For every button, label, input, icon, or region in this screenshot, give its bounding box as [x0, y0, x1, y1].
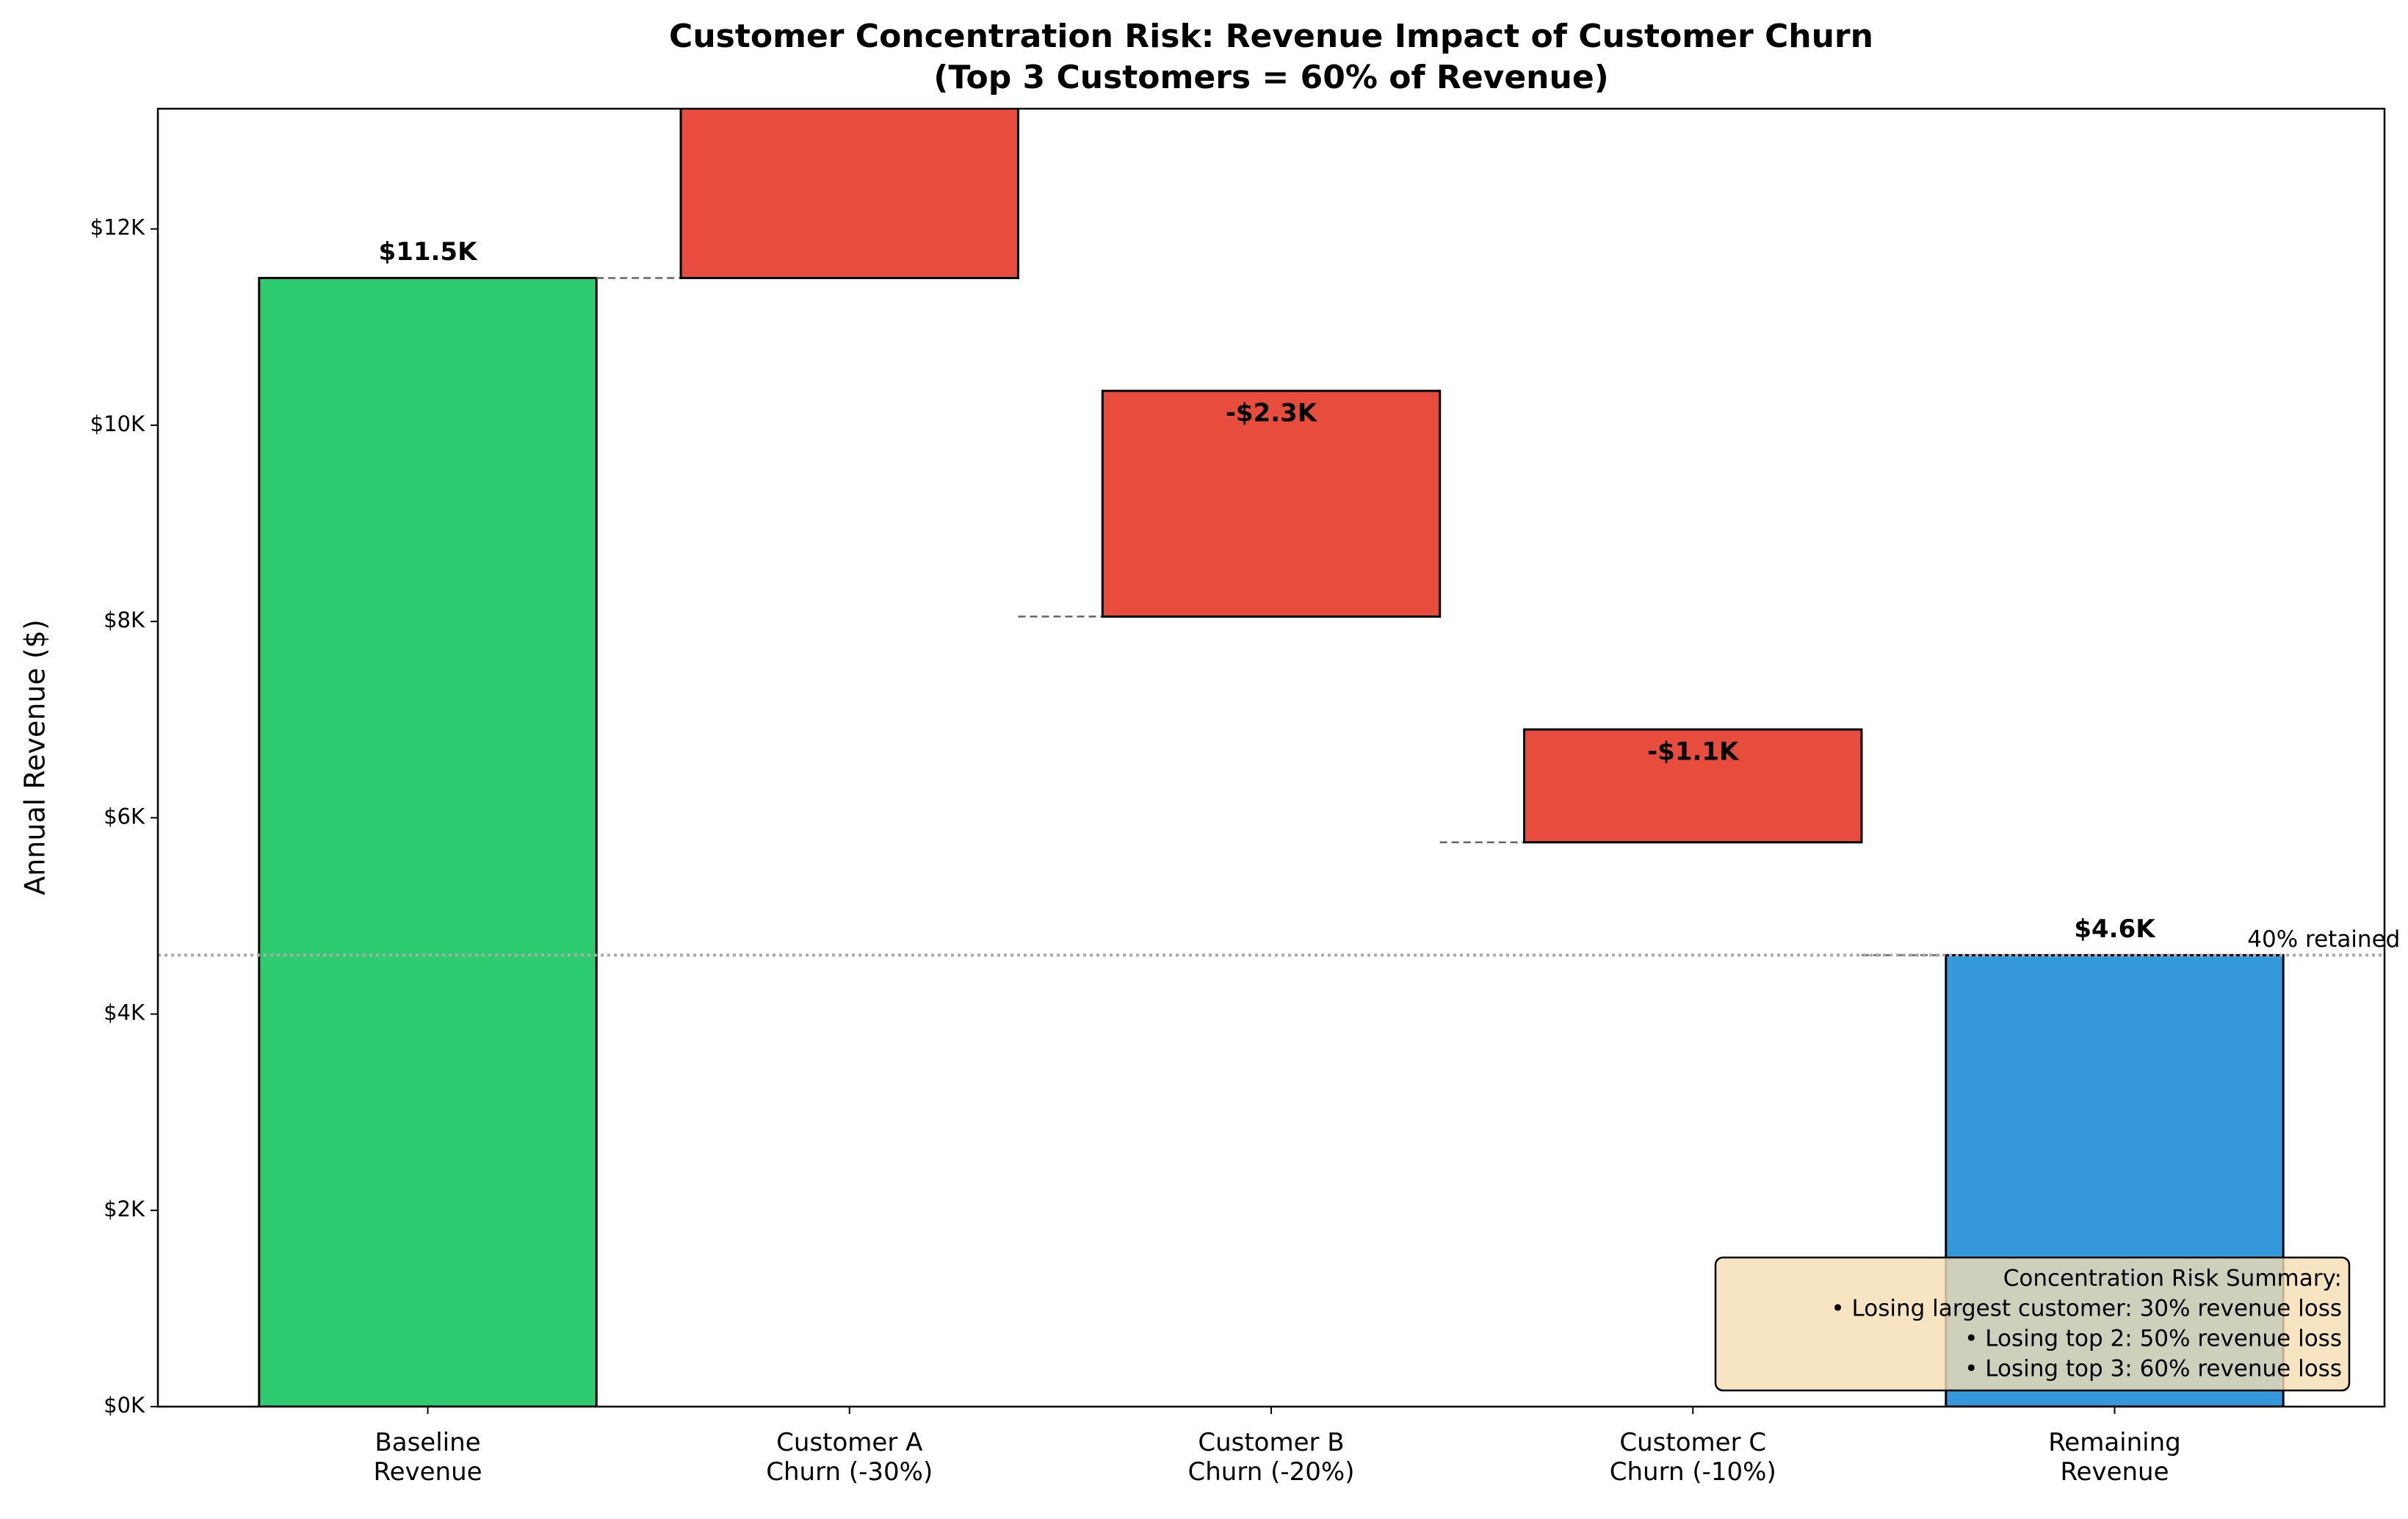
annotation: 40% retained — [2247, 926, 2400, 953]
x-tick-label: Customer C Churn (-10%) — [1610, 1428, 1776, 1487]
x-tick-label: Customer B Churn (-20%) — [1188, 1428, 1355, 1487]
bar — [679, 109, 1019, 279]
summary-box — [1714, 1256, 2351, 1392]
value-label: -$1.1K — [1647, 737, 1740, 767]
summary-line: • Losing top 2: 50% revenue loss — [1964, 1326, 2342, 1352]
x-tick-label: Customer A Churn (-30%) — [766, 1428, 933, 1487]
chart-title: Customer Concentration Risk: Revenue Imp… — [669, 18, 1873, 55]
overlay: $0K $2K $4K $6K $8K $10K $12K $11.5K Baseline Rev… — [90, 107, 2400, 1487]
y-tick-label: $4K — [104, 1000, 145, 1025]
y-tick-label: $2K — [104, 1197, 145, 1222]
value-label: $11.5K — [379, 237, 479, 267]
x-tick-label: Baseline Revenue — [373, 1428, 482, 1487]
summary-line: Concentration Risk Summary: — [2003, 1266, 2342, 1292]
y-tick-label: $10K — [90, 411, 145, 436]
bar — [1523, 728, 1863, 844]
value-label: -$2.3K — [1226, 399, 1318, 428]
chart-subtitle: (Top 3 Customers = 60% of Revenue) — [933, 59, 1609, 96]
plot-area — [158, 109, 2385, 1407]
y-tick-label: $0K — [104, 1393, 145, 1418]
y-tick-label: $6K — [104, 804, 145, 829]
value-label: $4.6K — [2074, 914, 2156, 944]
summary-line: • Losing top 3: 60% revenue loss — [1964, 1356, 2342, 1382]
y-tick-label: $8K — [104, 607, 145, 632]
axes-frame — [156, 107, 2386, 1408]
y-tick-label: $12K — [90, 215, 145, 240]
summary-line: • Losing largest customer: 30% revenue l… — [1831, 1296, 2342, 1322]
bar — [1101, 389, 1442, 618]
y-axis-label: Annual Revenue ($) — [19, 619, 51, 895]
x-tick-label: Remaining Revenue — [2048, 1428, 2181, 1487]
bar — [258, 276, 598, 1407]
